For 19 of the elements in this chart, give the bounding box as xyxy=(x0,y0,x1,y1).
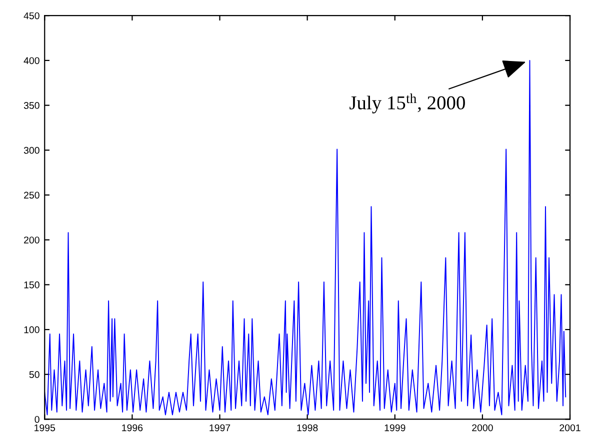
y-tick-label: 100 xyxy=(24,326,40,334)
x-tick-label: 2000 xyxy=(472,424,493,432)
line-series xyxy=(44,60,566,416)
x-tick-label: 1997 xyxy=(210,424,230,432)
y-tick-label: 250 xyxy=(24,192,40,199)
y-tick-label: 450 xyxy=(24,12,40,20)
y-tick-label: 200 xyxy=(24,236,40,244)
x-tick-label: 1999 xyxy=(384,424,406,432)
annotation: July 15$^{th}$, 2000 xyxy=(350,94,465,114)
y-tick-label: 400 xyxy=(24,57,40,64)
x-tick-label: 1995 xyxy=(34,424,56,432)
x-tick-label: 1998 xyxy=(297,424,318,432)
y-tick-label: 0 xyxy=(34,416,40,423)
x-tick-label: 2001 xyxy=(560,424,580,432)
y-tick-label: 150 xyxy=(24,281,40,288)
y-tick-label: 350 xyxy=(24,102,40,109)
y-tick-label: 300 xyxy=(24,146,40,154)
x-tick-label: 1996 xyxy=(122,424,143,432)
y-tick-label: 50 xyxy=(29,371,40,378)
